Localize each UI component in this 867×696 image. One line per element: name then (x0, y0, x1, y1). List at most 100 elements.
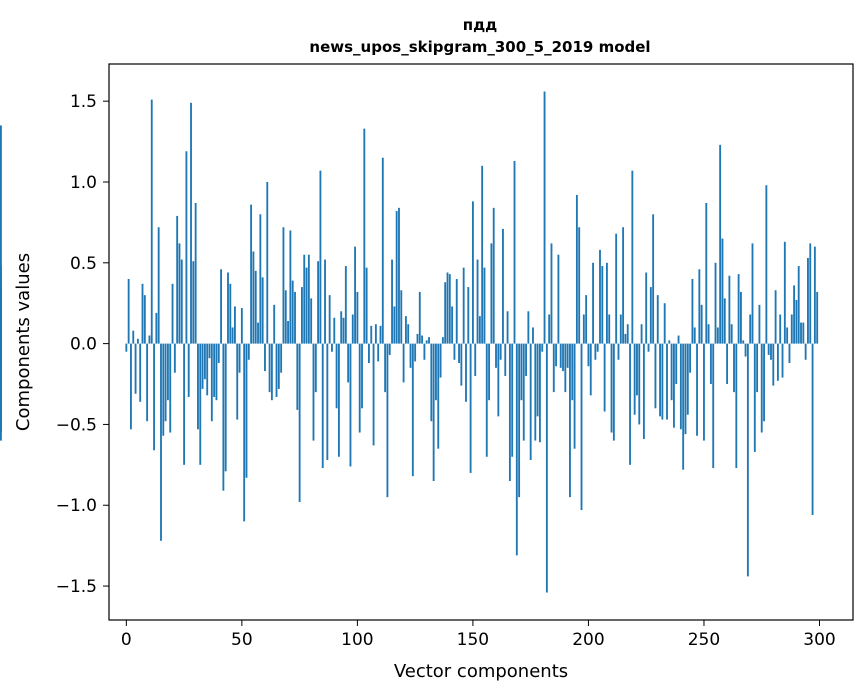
bar-118 (398, 207, 400, 344)
bar-241 (682, 343, 685, 470)
bar-1 (127, 278, 130, 344)
bar-201 (589, 343, 592, 396)
bar-299 (816, 291, 819, 344)
bar-73 (294, 291, 296, 344)
bar-211 (612, 343, 615, 441)
bar-170 (518, 343, 521, 498)
bar-93 (340, 311, 343, 344)
bar-143 (455, 278, 458, 344)
bar-29 (192, 261, 195, 344)
bar-4 (134, 343, 137, 394)
bar-106 (370, 325, 373, 344)
bar-24 (180, 259, 183, 344)
bar-215 (622, 227, 625, 344)
bar-105 (368, 343, 370, 364)
bar-284 (781, 343, 784, 378)
bar-191 (566, 343, 569, 368)
bar-114 (388, 343, 391, 355)
bar-234 (666, 343, 668, 420)
bar-63 (270, 343, 273, 401)
bar-39 (215, 343, 218, 401)
bar-136 (439, 343, 442, 378)
bar-249 (700, 304, 703, 344)
bar-undefined (0, 304, 2, 344)
x-tick-label: 200 (572, 630, 604, 650)
bar-295 (807, 257, 809, 344)
bar-199 (585, 295, 588, 344)
bar-223 (640, 324, 643, 344)
bar-245 (691, 278, 694, 344)
bar-undefined (0, 343, 2, 433)
x-tick-label: 300 (803, 630, 835, 650)
bar-28 (190, 102, 192, 344)
bars (0, 91, 819, 593)
bar-298 (813, 246, 816, 344)
bar-252 (707, 324, 710, 344)
bar-195 (575, 194, 578, 344)
bar-278 (767, 343, 770, 355)
bar-102 (361, 343, 363, 409)
bar-260 (726, 343, 728, 385)
bar-120 (402, 343, 405, 383)
x-tick-label: 250 (688, 630, 720, 650)
bar-230 (656, 295, 659, 344)
bar-108 (374, 324, 377, 344)
bar-3 (132, 330, 135, 344)
bar-67 (280, 343, 283, 373)
bar-244 (689, 343, 692, 373)
bar-157 (488, 343, 491, 401)
bar-185 (552, 343, 555, 393)
bar-176 (532, 327, 534, 344)
bar-27 (187, 343, 190, 397)
bar-224 (642, 343, 645, 439)
bar-213 (617, 343, 620, 360)
bar-164 (504, 343, 507, 376)
bar-undefined (0, 343, 2, 365)
bar-126 (416, 333, 419, 344)
bar-190 (564, 343, 567, 393)
bar-34 (203, 343, 206, 380)
bar-66 (277, 343, 280, 389)
bar-23 (178, 243, 181, 344)
bar-265 (737, 274, 740, 344)
bar-109 (377, 343, 380, 362)
bar-98 (351, 314, 354, 344)
bar-166 (508, 343, 511, 481)
bar-46 (231, 327, 234, 344)
bar-274 (758, 304, 761, 344)
bar-202 (592, 262, 594, 344)
bar-138 (444, 282, 447, 344)
bar-61 (266, 181, 269, 344)
bar-9 (146, 343, 149, 422)
bar-12 (153, 343, 155, 451)
bar-62 (268, 343, 271, 393)
chart-subtitle: news_upos_skipgram_300_5_2019 model (309, 38, 650, 56)
bar-183 (548, 314, 551, 344)
bar-212 (615, 233, 618, 344)
bar-124 (411, 343, 414, 477)
x-axis-ticks: 0 50 100 150 200 250 300 (121, 620, 836, 650)
bar-193 (571, 343, 574, 401)
bar-0 (125, 343, 128, 352)
bar-175 (529, 343, 532, 460)
bar-270 (749, 314, 752, 344)
bar-273 (756, 343, 759, 393)
bar-78 (305, 267, 308, 344)
bar-182 (545, 343, 548, 593)
bar-96 (347, 343, 350, 383)
bar-99 (354, 246, 356, 344)
bar-147 (465, 343, 467, 402)
bar-148 (467, 287, 470, 344)
bar-54 (250, 204, 253, 344)
bar-254 (712, 343, 715, 469)
y-tick-label: −1.5 (56, 577, 97, 597)
bar-152 (476, 259, 479, 344)
bar-104 (365, 267, 368, 344)
bar-68 (282, 227, 285, 344)
bar-187 (557, 254, 560, 344)
bar-264 (735, 343, 738, 469)
bar-50 (240, 308, 243, 344)
bar-15 (160, 343, 162, 541)
bar-293 (802, 322, 805, 344)
bar-169 (515, 343, 518, 556)
